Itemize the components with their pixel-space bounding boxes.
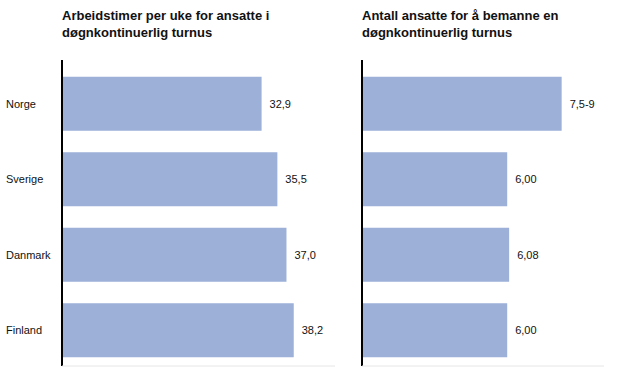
data-label: 7,5-9	[570, 98, 595, 110]
data-label: 6,08	[517, 249, 538, 261]
data-label: 35,5	[285, 173, 306, 185]
data-label: 37,0	[294, 249, 315, 261]
bars	[362, 77, 562, 358]
x-axis-line	[62, 366, 335, 367]
y-axis-line	[61, 60, 63, 366]
y-axis-line	[361, 60, 363, 366]
title-line: døgnkontinuerlig turnus	[62, 25, 212, 40]
title-line: Arbeidstimer per uke for ansatte i	[62, 8, 269, 23]
title-line: Antall ansatte for å bemanne en	[362, 8, 559, 23]
bar	[362, 77, 562, 131]
chart-title: Arbeidstimer per uke for ansatte i døgnko…	[62, 8, 269, 40]
title-line: døgnkontinuerlig turnus	[362, 25, 512, 40]
chart-root: Arbeidstimer per uke for ansatte i døgnko…	[0, 0, 620, 378]
bar	[62, 228, 286, 282]
data-label: 6,00	[515, 324, 536, 336]
chart-title: Antall ansatte for å bemanne en døgnkonti…	[362, 8, 559, 40]
category-label: Danmark	[6, 249, 51, 261]
bar	[62, 77, 262, 131]
x-axis-line	[362, 366, 604, 367]
bars	[62, 77, 294, 358]
bar	[362, 303, 507, 357]
category-label: Sverige	[6, 173, 43, 185]
data-label: 32,9	[270, 98, 291, 110]
category-label: Norge	[6, 98, 36, 110]
bar	[62, 152, 277, 206]
data-label: 38,2	[302, 324, 323, 336]
bar	[62, 303, 294, 357]
bar	[362, 228, 509, 282]
bar	[362, 152, 507, 206]
data-label: 6,00	[515, 173, 536, 185]
category-label: Finland	[6, 324, 42, 336]
